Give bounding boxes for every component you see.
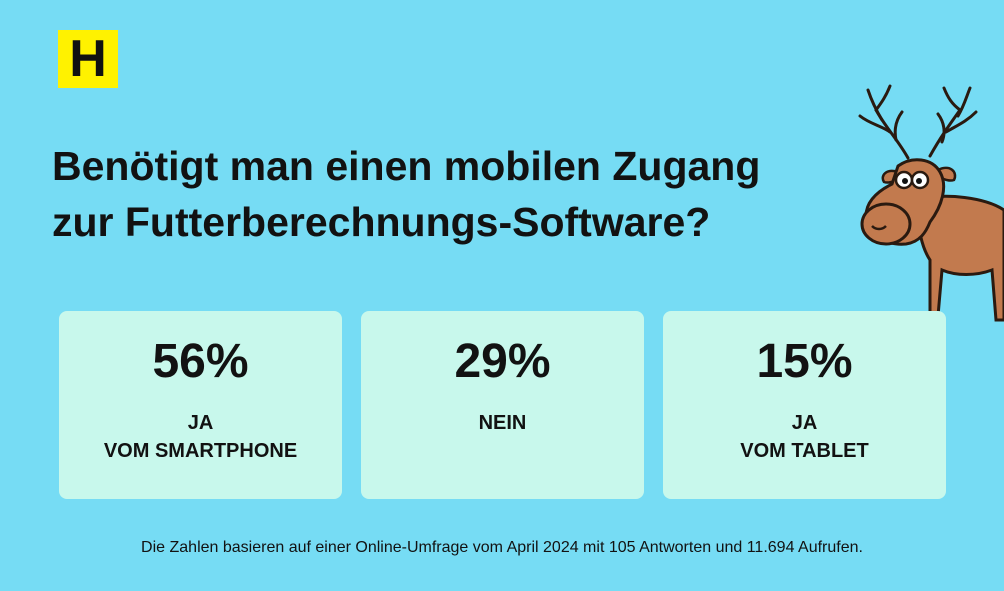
- brand-logo-letter: H: [69, 30, 107, 88]
- result-percentage: 56%: [152, 335, 249, 388]
- result-label-line-1: JA: [791, 412, 818, 434]
- result-label-line-2: VOM SMARTPHONE: [103, 440, 298, 462]
- headline-line-2: zur Futterberechnungs-Software?: [52, 199, 711, 245]
- result-label: JA VOM SMARTPHONE: [59, 409, 342, 465]
- result-label: JA VOM TABLET: [663, 409, 946, 465]
- headline-line-1: Benötigt man einen mobilen Zugang: [52, 143, 761, 189]
- result-label-line-1: JA: [187, 412, 214, 434]
- result-card-smartphone: 56% JA VOM SMARTPHONE: [59, 311, 342, 499]
- result-percentage: 29%: [454, 335, 551, 388]
- result-card-no: 29% NEIN: [361, 311, 644, 499]
- result-label-line-2: VOM TABLET: [740, 440, 869, 462]
- survey-footnote: Die Zahlen basieren auf einer Online-Umf…: [141, 539, 863, 556]
- brand-logo: H: [58, 30, 118, 88]
- result-label: NEIN: [361, 409, 644, 437]
- moose-icon: [858, 84, 1004, 322]
- result-label-line-1: NEIN: [478, 412, 527, 434]
- result-card-tablet: 15% JA VOM TABLET: [663, 311, 946, 499]
- result-percentage: 15%: [756, 335, 853, 388]
- headline: Benötigt man einen mobilen Zugang zur Fu…: [52, 138, 872, 250]
